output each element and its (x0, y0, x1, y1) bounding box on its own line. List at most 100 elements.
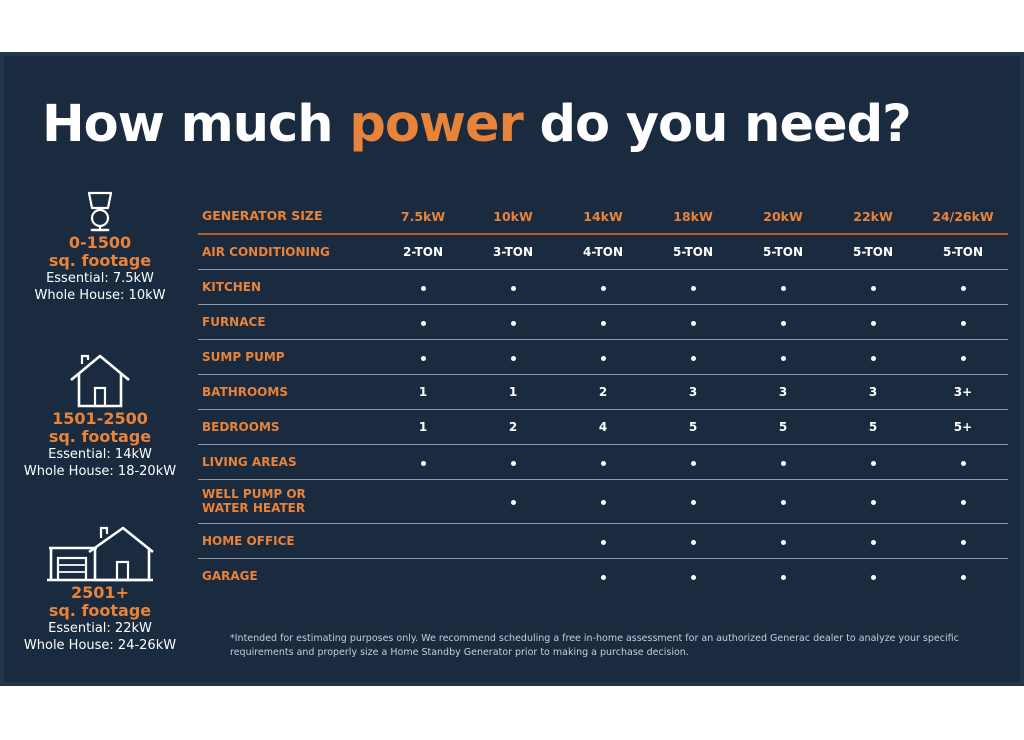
table-cell (738, 304, 828, 340)
title-before: How much (42, 95, 350, 154)
table-body: AIR CONDITIONING 2-TON 3-TON 4-TON 5-TON 5-TO… (198, 234, 1008, 593)
table-row: BEDROOMS 1 2 4 5 5 5 5+ (198, 409, 1008, 445)
included-dot-icon (690, 285, 696, 291)
table-cell (738, 479, 828, 524)
table-row: SUMP PUMP (198, 339, 1008, 375)
included-dot-icon (870, 320, 876, 326)
included-dot-icon (960, 539, 966, 545)
table-cell (468, 558, 558, 593)
included-dot-icon (510, 320, 516, 326)
table-cell (828, 523, 918, 559)
row-label-line: WELL PUMP OR (202, 487, 306, 501)
size-col-header: 20kW (738, 199, 828, 235)
table-cell (468, 479, 558, 524)
included-dot-icon (600, 460, 606, 466)
header-label: GENERATOR SIZE (198, 199, 378, 235)
table-cell: 5-TON (918, 234, 1008, 270)
table-cell (648, 304, 738, 340)
table-cell (738, 444, 828, 480)
tier-essential: Essential: 22kW (48, 621, 152, 636)
table-cell (738, 269, 828, 305)
table-cell: 3 (648, 374, 738, 410)
table-cell: 3 (738, 374, 828, 410)
table-cell (828, 558, 918, 593)
table-cell: 5 (738, 409, 828, 445)
included-dot-icon (510, 460, 516, 466)
table-cell (468, 269, 558, 305)
included-dot-icon (510, 355, 516, 361)
table-cell (648, 339, 738, 375)
included-dot-icon (600, 500, 606, 505)
row-label: BATHROOMS (198, 374, 378, 410)
table-cell (828, 479, 918, 524)
table-cell: 2 (468, 409, 558, 445)
included-dot-icon (420, 320, 426, 326)
table-cell: 1 (378, 374, 468, 410)
table-cell (378, 304, 468, 340)
table-cell (738, 339, 828, 375)
included-dot-icon (420, 460, 426, 466)
table-row: BATHROOMS 1 1 2 3 3 3 3+ (198, 374, 1008, 410)
tier-sqft-label: sq. footage (48, 601, 152, 620)
included-dot-icon (960, 500, 966, 505)
table-cell (378, 523, 468, 559)
included-dot-icon (870, 574, 876, 580)
tier-sqft-range: 0-1500 (68, 233, 132, 252)
included-dot-icon (420, 285, 426, 291)
table-cell (378, 479, 468, 524)
table-row: AIR CONDITIONING 2-TON 3-TON 4-TON 5-TON 5-TO… (198, 234, 1008, 270)
table-cell (918, 558, 1008, 593)
table-cell (918, 444, 1008, 480)
included-dot-icon (780, 355, 786, 361)
table-cell: 4 (558, 409, 648, 445)
house-garage-icon (47, 526, 154, 582)
row-label: SUMP PUMP (198, 339, 378, 375)
included-dot-icon (960, 285, 966, 291)
tier-essential: Essential: 14kW (48, 447, 152, 462)
included-dot-icon (600, 539, 606, 545)
table-cell (378, 558, 468, 593)
included-dot-icon (780, 320, 786, 326)
lamp-icon (87, 191, 113, 232)
table-cell (648, 479, 738, 524)
included-dot-icon (600, 320, 606, 326)
size-col-header: 7.5kW (378, 199, 468, 235)
included-dot-icon (960, 460, 966, 466)
table-cell: 5-TON (828, 234, 918, 270)
included-dot-icon (960, 320, 966, 326)
table-cell: 2 (558, 374, 648, 410)
table-cell: 5-TON (648, 234, 738, 270)
table-cell (918, 523, 1008, 559)
table-cell: 1 (378, 409, 468, 445)
tier-sqft-label: sq. footage (48, 251, 152, 270)
included-dot-icon (690, 460, 696, 466)
table-cell: 3+ (918, 374, 1008, 410)
included-dot-icon (600, 355, 606, 361)
table-cell: 2-TON (378, 234, 468, 270)
row-label: FURNACE (198, 304, 378, 340)
tier-sqft-range: 2501+ (71, 583, 129, 602)
table-row: GARAGE (198, 558, 1008, 593)
included-dot-icon (870, 355, 876, 361)
row-label: AIR CONDITIONING (198, 234, 378, 270)
table-cell: 5 (648, 409, 738, 445)
included-dot-icon (420, 355, 426, 361)
table-cell (558, 269, 648, 305)
table-cell (918, 269, 1008, 305)
included-dot-icon (690, 500, 696, 505)
included-dot-icon (690, 320, 696, 326)
table-cell (378, 339, 468, 375)
included-dot-icon (960, 355, 966, 361)
included-dot-icon (690, 539, 696, 545)
row-label: KITCHEN (198, 269, 378, 305)
page-title: How much power do you need? (42, 92, 1002, 158)
table-cell (378, 269, 468, 305)
tier-2501-plus: 2501+ sq. footage Essential: 22kW Whole … (0, 522, 200, 654)
table-cell (918, 304, 1008, 340)
table-cell (918, 479, 1008, 524)
table-cell: 1 (468, 374, 558, 410)
size-col-header: 22kW (828, 199, 918, 235)
table-cell (468, 339, 558, 375)
table-cell (468, 304, 558, 340)
table-cell (828, 339, 918, 375)
